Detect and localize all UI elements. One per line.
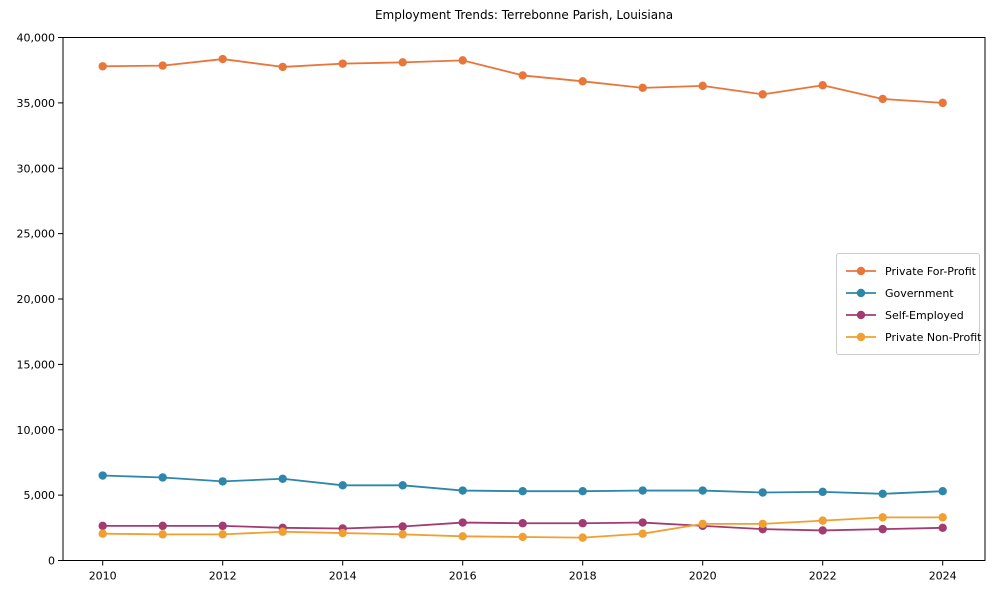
series-point-private-non-profit [638, 529, 647, 538]
legend-swatch-private-for-profit [846, 266, 876, 276]
series-point-government [278, 474, 287, 483]
x-tick-label: 2018 [569, 570, 597, 583]
series-point-self-employed [638, 518, 647, 527]
series-point-self-employed [578, 519, 587, 528]
series-point-government [218, 477, 227, 486]
series-point-private-for-profit [518, 71, 527, 80]
series-point-private-for-profit [158, 61, 167, 70]
series-point-self-employed [158, 521, 167, 531]
series-point-private-non-profit [878, 513, 887, 522]
series-point-private-for-profit [398, 58, 407, 67]
series-point-self-employed [218, 521, 227, 531]
series-point-private-for-profit [578, 77, 587, 86]
series-point-private-non-profit [458, 532, 467, 541]
series-point-private-for-profit [338, 59, 347, 68]
series-point-government [698, 486, 707, 495]
series-point-government [578, 487, 587, 496]
series-point-government [938, 487, 947, 496]
series-point-private-for-profit [938, 98, 947, 108]
x-tick-label: 2024 [929, 570, 957, 583]
legend-item-private-non-profit: Private Non-Profit [845, 326, 981, 348]
series-point-private-non-profit [938, 513, 947, 522]
y-tick-label: 5,000 [24, 489, 56, 502]
series-point-private-for-profit [758, 90, 767, 99]
x-tick-label: 2010 [89, 570, 117, 583]
series-point-private-non-profit [218, 530, 227, 539]
series-point-private-non-profit [278, 527, 287, 536]
series-point-self-employed [878, 524, 887, 534]
series-point-self-employed [518, 519, 527, 528]
y-tick-label: 0 [48, 555, 55, 568]
y-tick-label: 35,000 [17, 97, 56, 110]
y-tick-label: 30,000 [17, 162, 56, 175]
legend-item-government: Government [845, 282, 971, 304]
series-point-private-for-profit [698, 81, 707, 91]
legend-marker-icon [856, 310, 866, 320]
x-tick-label: 2020 [689, 570, 717, 583]
legend-swatch-self-employed [846, 310, 876, 320]
y-tick-label: 10,000 [17, 424, 56, 437]
x-tick-label: 2014 [329, 570, 357, 583]
series-point-government [818, 487, 827, 497]
series-line-private-for-profit [102, 58, 943, 104]
legend-swatch-private-non-profit [846, 332, 876, 342]
series-point-private-non-profit [338, 528, 347, 538]
series-point-private-non-profit [818, 516, 827, 525]
y-tick-label: 40,000 [17, 32, 56, 45]
series-point-private-for-profit [818, 81, 827, 90]
series-point-self-employed [458, 518, 467, 527]
series-point-private-non-profit [158, 530, 167, 539]
series-point-government [398, 481, 407, 490]
series-point-private-for-profit [98, 62, 107, 71]
series-point-government [158, 473, 167, 482]
series-point-government [98, 471, 107, 480]
series-point-self-employed [98, 521, 107, 531]
x-tick-label: 2016 [449, 570, 477, 583]
legend-marker-icon [856, 288, 866, 298]
legend-swatch-government [846, 288, 876, 298]
series-point-government [638, 486, 647, 495]
series-point-private-non-profit [758, 519, 767, 529]
legend-label-self-employed: Self-Employed [885, 308, 964, 322]
chart-legend: Private For-Profit Government Self-Employe… [836, 253, 981, 355]
series-point-government [878, 489, 887, 499]
series-point-government [338, 481, 347, 490]
series-point-self-employed [938, 523, 947, 533]
series-point-private-for-profit [878, 94, 887, 104]
series-point-private-non-profit [578, 533, 587, 542]
legend-item-self-employed: Self-Employed [845, 304, 971, 326]
series-point-private-for-profit [278, 62, 287, 72]
y-tick-label: 25,000 [17, 228, 56, 241]
legend-marker-icon [856, 266, 866, 276]
series-point-self-employed [398, 522, 407, 531]
legend-item-private-for-profit: Private For-Profit [845, 260, 976, 282]
x-tick-label: 2012 [209, 570, 237, 583]
series-point-private-non-profit [518, 532, 527, 542]
legend-label-government: Government [885, 286, 954, 300]
series-point-private-non-profit [698, 519, 707, 529]
series-point-private-non-profit [398, 530, 407, 539]
legend-label-private-non-profit: Private Non-Profit [885, 330, 982, 344]
series-point-government [758, 488, 767, 497]
legend-label-private-for-profit: Private For-Profit [885, 264, 976, 278]
series-point-private-for-profit [458, 56, 467, 65]
y-tick-label: 20,000 [17, 293, 56, 306]
series-point-private-non-profit [98, 529, 107, 538]
legend-marker-icon [856, 332, 866, 342]
series-point-private-for-profit [218, 54, 227, 64]
x-tick-label: 2022 [809, 570, 837, 583]
chart-title: Employment Trends: Terrebonne Parish, Lo… [374, 8, 674, 22]
series-point-government [518, 487, 527, 496]
series-point-government [458, 486, 467, 495]
series-point-private-for-profit [638, 83, 647, 93]
y-tick-label: 15,000 [17, 358, 56, 371]
series-point-self-employed [818, 526, 827, 535]
